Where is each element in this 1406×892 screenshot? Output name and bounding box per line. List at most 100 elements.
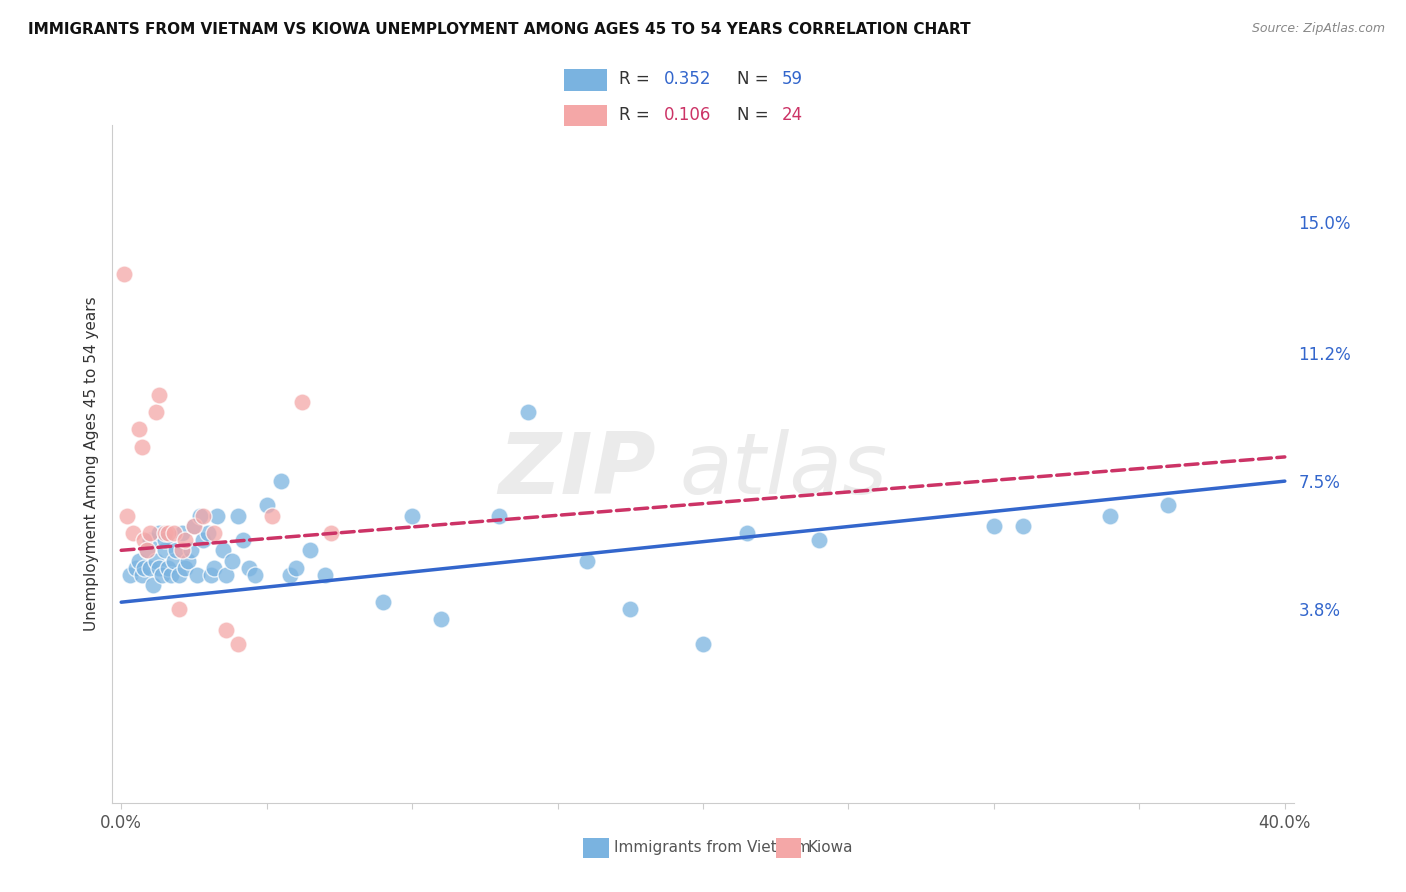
Point bbox=[145, 554, 167, 568]
Point bbox=[125, 560, 148, 574]
Point bbox=[148, 560, 170, 574]
Point bbox=[517, 405, 540, 419]
Point bbox=[180, 543, 202, 558]
Point bbox=[172, 526, 194, 541]
Text: 59: 59 bbox=[782, 70, 803, 88]
Point bbox=[153, 533, 176, 547]
Point bbox=[128, 422, 150, 436]
Text: 0.106: 0.106 bbox=[664, 106, 711, 125]
Point bbox=[488, 508, 510, 523]
Point bbox=[808, 533, 831, 547]
Point bbox=[166, 543, 188, 558]
Point bbox=[112, 267, 135, 281]
Y-axis label: Unemployment Among Ages 45 to 54 years: Unemployment Among Ages 45 to 54 years bbox=[83, 296, 98, 632]
Point bbox=[148, 387, 170, 401]
Point bbox=[226, 508, 249, 523]
Point bbox=[202, 560, 225, 574]
Point bbox=[226, 637, 249, 651]
Point bbox=[238, 560, 260, 574]
Point bbox=[118, 567, 141, 582]
Bar bbox=[564, 70, 607, 91]
Point bbox=[142, 578, 165, 592]
Point bbox=[136, 543, 159, 558]
Point bbox=[162, 554, 184, 568]
Text: IMMIGRANTS FROM VIETNAM VS KIOWA UNEMPLOYMENT AMONG AGES 45 TO 54 YEARS CORRELAT: IMMIGRANTS FROM VIETNAM VS KIOWA UNEMPLO… bbox=[28, 22, 970, 37]
Point bbox=[183, 519, 205, 533]
Point bbox=[314, 567, 336, 582]
Text: R =: R = bbox=[619, 70, 655, 88]
Text: 24: 24 bbox=[782, 106, 803, 125]
Point bbox=[299, 543, 322, 558]
Text: Kiowa: Kiowa bbox=[807, 840, 852, 855]
Bar bbox=[564, 104, 607, 127]
Point bbox=[188, 508, 211, 523]
Point bbox=[159, 567, 181, 582]
Point bbox=[148, 526, 170, 541]
Point bbox=[139, 526, 162, 541]
Point bbox=[371, 595, 394, 609]
Point bbox=[169, 602, 191, 616]
Point bbox=[256, 499, 278, 513]
Point bbox=[186, 567, 208, 582]
Point bbox=[177, 554, 200, 568]
Point bbox=[319, 526, 342, 541]
Point bbox=[290, 394, 312, 409]
Point bbox=[1099, 508, 1122, 523]
Text: 0.352: 0.352 bbox=[664, 70, 711, 88]
Point bbox=[221, 554, 243, 568]
Point bbox=[174, 560, 197, 574]
Text: atlas: atlas bbox=[679, 429, 887, 512]
Text: R =: R = bbox=[619, 106, 655, 125]
Point bbox=[131, 567, 153, 582]
Text: N =: N = bbox=[737, 70, 773, 88]
Point bbox=[278, 567, 301, 582]
Point bbox=[172, 543, 194, 558]
Point bbox=[205, 508, 228, 523]
Point bbox=[121, 526, 143, 541]
Point bbox=[131, 440, 153, 454]
Point bbox=[183, 519, 205, 533]
Point bbox=[150, 567, 173, 582]
Point bbox=[174, 533, 197, 547]
Point bbox=[1012, 519, 1035, 533]
Point bbox=[212, 543, 235, 558]
Point bbox=[202, 526, 225, 541]
Point bbox=[401, 508, 423, 523]
Point bbox=[115, 508, 138, 523]
Point bbox=[692, 637, 714, 651]
Point bbox=[232, 533, 254, 547]
Point bbox=[430, 612, 453, 626]
Point bbox=[1157, 499, 1180, 513]
Point bbox=[197, 526, 219, 541]
Point bbox=[284, 560, 307, 574]
Point bbox=[134, 560, 156, 574]
Point bbox=[153, 543, 176, 558]
Point bbox=[134, 533, 156, 547]
Point bbox=[243, 567, 266, 582]
Point bbox=[191, 508, 214, 523]
Point bbox=[136, 543, 159, 558]
Point bbox=[153, 526, 176, 541]
Point bbox=[156, 560, 179, 574]
Point bbox=[162, 526, 184, 541]
Point bbox=[145, 405, 167, 419]
Text: Immigrants from Vietnam: Immigrants from Vietnam bbox=[614, 840, 811, 855]
Point bbox=[191, 533, 214, 547]
Point bbox=[139, 560, 162, 574]
Point bbox=[139, 533, 162, 547]
Point bbox=[215, 567, 238, 582]
Text: N =: N = bbox=[737, 106, 773, 125]
Point bbox=[215, 623, 238, 637]
Point bbox=[983, 519, 1005, 533]
Point bbox=[262, 508, 284, 523]
Point bbox=[735, 526, 758, 541]
Point bbox=[169, 567, 191, 582]
Point bbox=[128, 554, 150, 568]
Text: Source: ZipAtlas.com: Source: ZipAtlas.com bbox=[1251, 22, 1385, 36]
Point bbox=[200, 567, 222, 582]
Point bbox=[270, 474, 292, 488]
Text: ZIP: ZIP bbox=[498, 429, 655, 512]
Point bbox=[619, 602, 641, 616]
Point bbox=[156, 526, 179, 541]
Point bbox=[575, 554, 598, 568]
